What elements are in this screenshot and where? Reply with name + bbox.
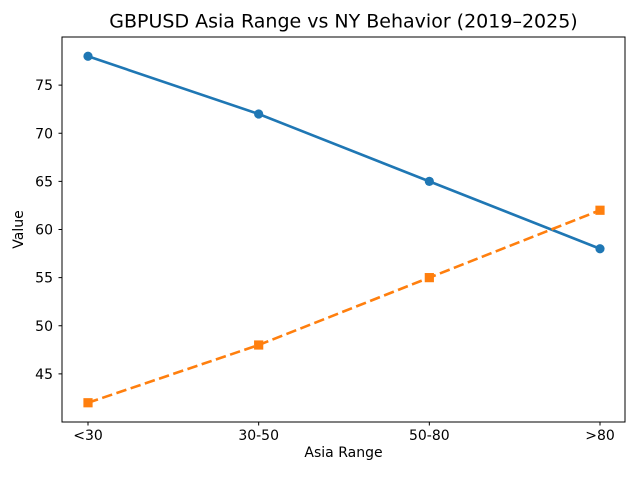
x-axis-label: Asia Range	[304, 445, 382, 461]
data-point-marker	[424, 176, 434, 186]
x-tick-label: <30	[73, 428, 103, 444]
series-2-line	[87, 209, 601, 404]
y-tick-label: 55	[35, 271, 53, 287]
x-tick-label: 50-80	[409, 428, 450, 444]
data-point-marker	[424, 273, 434, 283]
y-tick-label: 65	[35, 174, 53, 190]
data-point-marker	[595, 205, 605, 215]
chart-title: GBPUSD Asia Range vs NY Behavior (2019–2…	[109, 11, 577, 33]
y-tick-label: 75	[35, 78, 53, 94]
data-point-marker	[254, 340, 264, 350]
y-tick-label: 45	[35, 367, 53, 383]
data-point-marker	[83, 398, 93, 408]
data-point-marker	[595, 244, 605, 254]
x-tick-label: 30-50	[238, 428, 279, 444]
series-1-line	[87, 55, 601, 250]
plot-border	[61, 36, 626, 423]
x-tick-label: >80	[585, 428, 615, 444]
y-axis-label: Value	[11, 210, 27, 248]
data-point-marker	[83, 51, 93, 61]
y-tick-label: 60	[35, 223, 53, 239]
plot-area: 45 50 55 60 65 70 75 <30 30-50 50-80 >80	[35, 36, 626, 444]
y-tick-label: 70	[35, 126, 53, 142]
y-tick-label: 50	[35, 319, 53, 335]
data-point-marker	[254, 109, 264, 119]
